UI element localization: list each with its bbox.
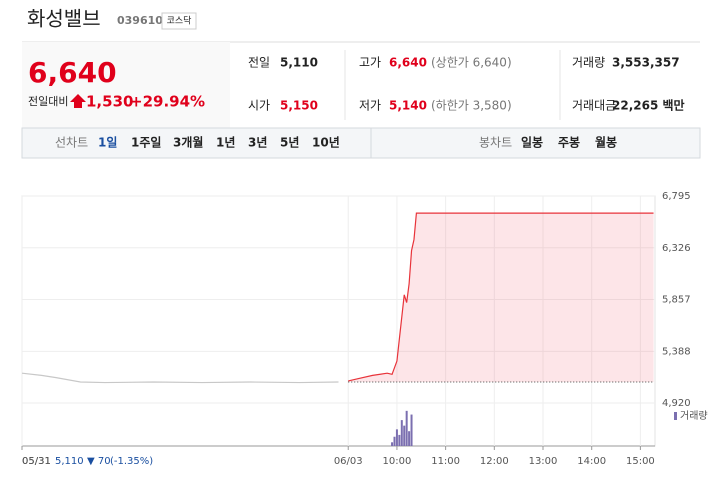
stat-value: 6,640: [389, 56, 427, 70]
x-tick-label: 06/03: [334, 456, 363, 467]
tab[interactable]: 1일: [98, 136, 117, 150]
tab[interactable]: 월봉: [595, 135, 617, 150]
footer-close: 5,110: [55, 456, 84, 467]
volume-bar: [393, 436, 396, 446]
volume-bar: [400, 420, 403, 446]
volume-bar: [410, 414, 413, 446]
volume-bar: [408, 431, 411, 446]
stat-note: (상한가 6,640): [431, 56, 512, 70]
tab[interactable]: 1년: [216, 136, 235, 150]
y-tick-label: 4,920: [662, 398, 691, 409]
stat-label: 고가: [359, 56, 381, 70]
x-tick-label: 15:00: [626, 456, 655, 467]
x-tick-label: 10:00: [383, 456, 412, 467]
x-tick-label: 05/31: [22, 456, 51, 467]
tab-group-label: 봉차트: [479, 136, 512, 150]
tab[interactable]: 일봉: [521, 136, 543, 150]
tab-group-label: 선차트: [55, 136, 88, 150]
x-tick-label: 14:00: [577, 456, 606, 467]
volume-bar: [405, 410, 408, 446]
tab[interactable]: 3년: [248, 136, 267, 150]
tab[interactable]: 5년: [280, 136, 299, 150]
stat-label: 전일: [248, 56, 270, 70]
stat-label: 저가: [359, 99, 381, 113]
footer-rate: (-1.35%): [110, 456, 153, 467]
up-arrow: [70, 94, 86, 108]
stat-label: 거래량: [572, 56, 605, 70]
stat-label: 거래대금: [572, 99, 616, 113]
legend-swatch: [674, 412, 677, 420]
footer-change: ▼ 70: [87, 456, 111, 467]
volume-bar: [395, 429, 398, 446]
market-badge: [161, 12, 197, 30]
tab-bar: [21, 127, 701, 159]
stock-name: 화성밸브: [27, 7, 101, 31]
stat-note: (하한가 3,580): [431, 99, 512, 113]
area: [348, 213, 654, 383]
volume-bar: [391, 442, 394, 446]
volume-bar: [403, 425, 406, 446]
change-label: 전일대비: [28, 94, 68, 108]
price-panel: [22, 42, 230, 128]
price-line: [21, 372, 339, 384]
tab[interactable]: 주봉: [558, 136, 580, 150]
change: 1,530: [86, 93, 133, 111]
stat-value: 3,553,357: [612, 56, 680, 70]
tab[interactable]: 1주일: [131, 136, 161, 150]
x-tick-label: 11:00: [431, 456, 460, 467]
x-tick-label: 13:00: [529, 456, 558, 467]
y-tick-label: 5,388: [662, 346, 691, 357]
y-tick-label: 6,326: [662, 243, 691, 254]
x-tick-label: 12:00: [480, 456, 509, 467]
tab[interactable]: 10년: [312, 136, 340, 150]
price: 6,640: [28, 56, 117, 89]
stat-value: 5,150: [280, 99, 318, 113]
stat-value: 5,110: [280, 56, 318, 70]
price-line: [348, 212, 654, 382]
change-rate: +29.94%: [130, 93, 205, 111]
stat-value: 22,265 백만: [612, 98, 685, 113]
tab[interactable]: 3개월: [173, 135, 203, 150]
footer-date: 05/31: [22, 456, 51, 467]
y-tick-label: 6,795: [662, 191, 691, 202]
y-tick-label: 5,857: [662, 295, 691, 306]
legend-label: 거래량: [680, 410, 708, 422]
market: 코스닥: [167, 16, 192, 27]
stat-value: 5,140: [389, 99, 427, 113]
stat-label: 시가: [248, 99, 270, 113]
stock-code: 039610: [117, 14, 163, 27]
volume-bar: [398, 434, 401, 446]
